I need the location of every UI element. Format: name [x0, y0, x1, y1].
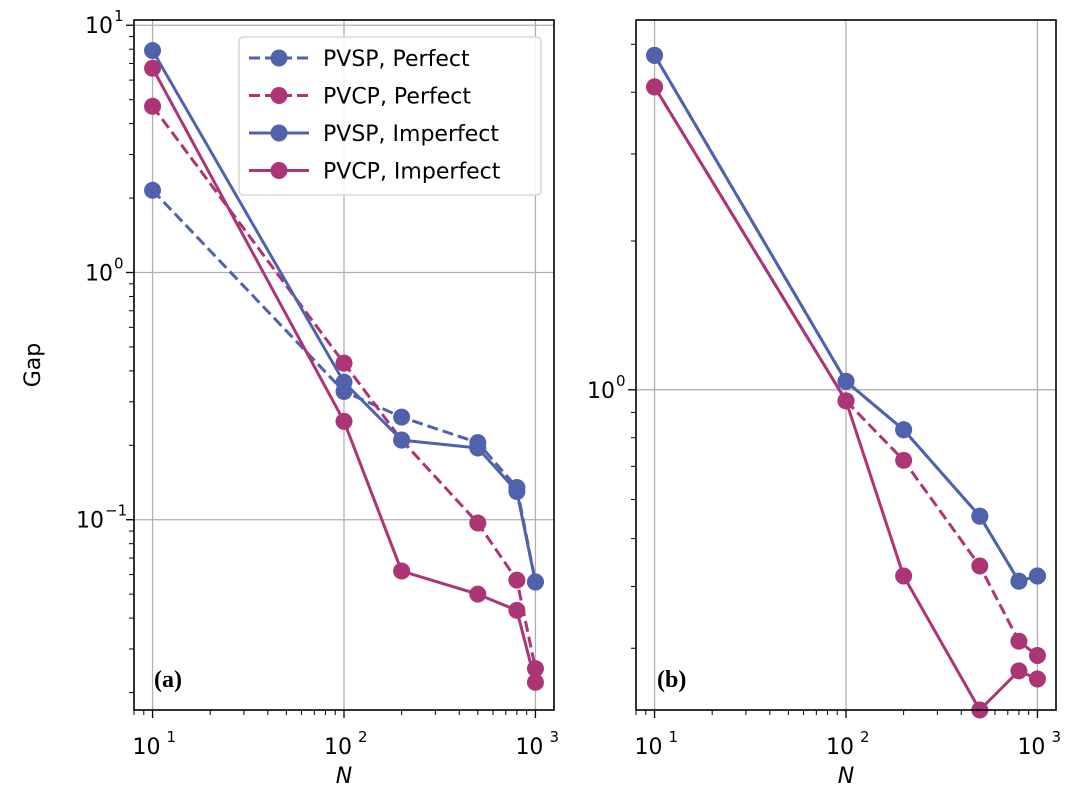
x-tick-label: 10 — [1017, 735, 1045, 760]
data-point — [508, 601, 526, 619]
x-tick-label-exponent: 3 — [1051, 728, 1061, 746]
x-tick-label: 10 — [324, 735, 352, 760]
y-tick-label-exponent: 0 — [616, 372, 626, 390]
legend-entry: PVCP, Perfect — [323, 85, 471, 110]
y-tick-label: 10 — [85, 261, 113, 286]
legend-marker — [270, 162, 288, 179]
data-point — [469, 514, 487, 532]
data-point — [1010, 572, 1028, 590]
data-point — [393, 562, 411, 580]
data-point — [508, 571, 526, 589]
data-point — [837, 392, 855, 410]
data-point — [1028, 670, 1046, 688]
data-point — [469, 439, 487, 457]
legend-marker — [270, 87, 288, 104]
y-tick-label-exponent: −1 — [105, 502, 127, 520]
series-line-pvsp-imperfect — [151, 49, 537, 583]
x-axis-label: N — [838, 764, 854, 789]
x-tick-label: 10 — [515, 735, 543, 760]
data-point — [393, 431, 411, 449]
data-point — [335, 412, 353, 430]
y-tick-label: 10 — [85, 14, 113, 39]
data-point — [393, 408, 411, 426]
x-tick-label-exponent: 1 — [669, 728, 679, 746]
y-tick-label: 10 — [76, 509, 104, 534]
data-point — [971, 507, 989, 525]
y-axis-label: Gap — [21, 343, 46, 388]
data-point — [335, 354, 353, 372]
x-axis-label: N — [336, 764, 352, 789]
series-line-pvcp-perfect — [151, 105, 537, 669]
data-point — [335, 373, 353, 391]
x-tick-label: 10 — [133, 735, 161, 760]
data-point — [895, 451, 913, 469]
data-point — [895, 421, 913, 439]
x-tick-label-exponent: 3 — [549, 728, 559, 746]
data-point — [646, 46, 664, 64]
data-point — [144, 97, 162, 115]
data-point — [469, 585, 487, 603]
legend-entry: PVSP, Perfect — [323, 47, 470, 72]
data-point — [1010, 662, 1028, 680]
legend-marker — [270, 124, 288, 142]
data-point — [508, 483, 526, 501]
x-tick-label: 10 — [635, 735, 663, 760]
legend-marker — [270, 49, 288, 67]
panel-label: (a) — [154, 667, 182, 693]
panel-label: (b) — [657, 667, 686, 693]
data-point — [895, 567, 913, 585]
data-point — [1010, 632, 1028, 650]
data-point — [144, 181, 162, 199]
x-tick-label: 10 — [826, 735, 854, 760]
y-tick-label: 10 — [587, 379, 615, 404]
legend-entry: PVCP, Imperfect — [323, 160, 501, 185]
x-tick-label-exponent: 2 — [860, 728, 870, 746]
legend-box — [238, 36, 542, 196]
x-tick-label-exponent: 2 — [358, 728, 368, 746]
data-point — [526, 573, 544, 591]
data-point — [526, 673, 544, 691]
data-point — [646, 78, 664, 96]
data-point — [144, 59, 162, 77]
legend-entry: PVSP, Imperfect — [323, 122, 499, 147]
panel-b: 10 1 10 2 10 310 0N(b) — [587, 19, 1061, 789]
data-point — [837, 372, 855, 390]
y-tick-label-exponent: 0 — [114, 254, 124, 272]
series-line-pvcp-imperfect — [151, 67, 537, 683]
data-point — [144, 42, 162, 60]
data-point — [1028, 567, 1046, 585]
data-point — [971, 557, 989, 575]
data-point — [1028, 647, 1046, 665]
x-tick-label-exponent: 1 — [167, 728, 177, 746]
y-tick-label-exponent: 1 — [114, 7, 124, 25]
